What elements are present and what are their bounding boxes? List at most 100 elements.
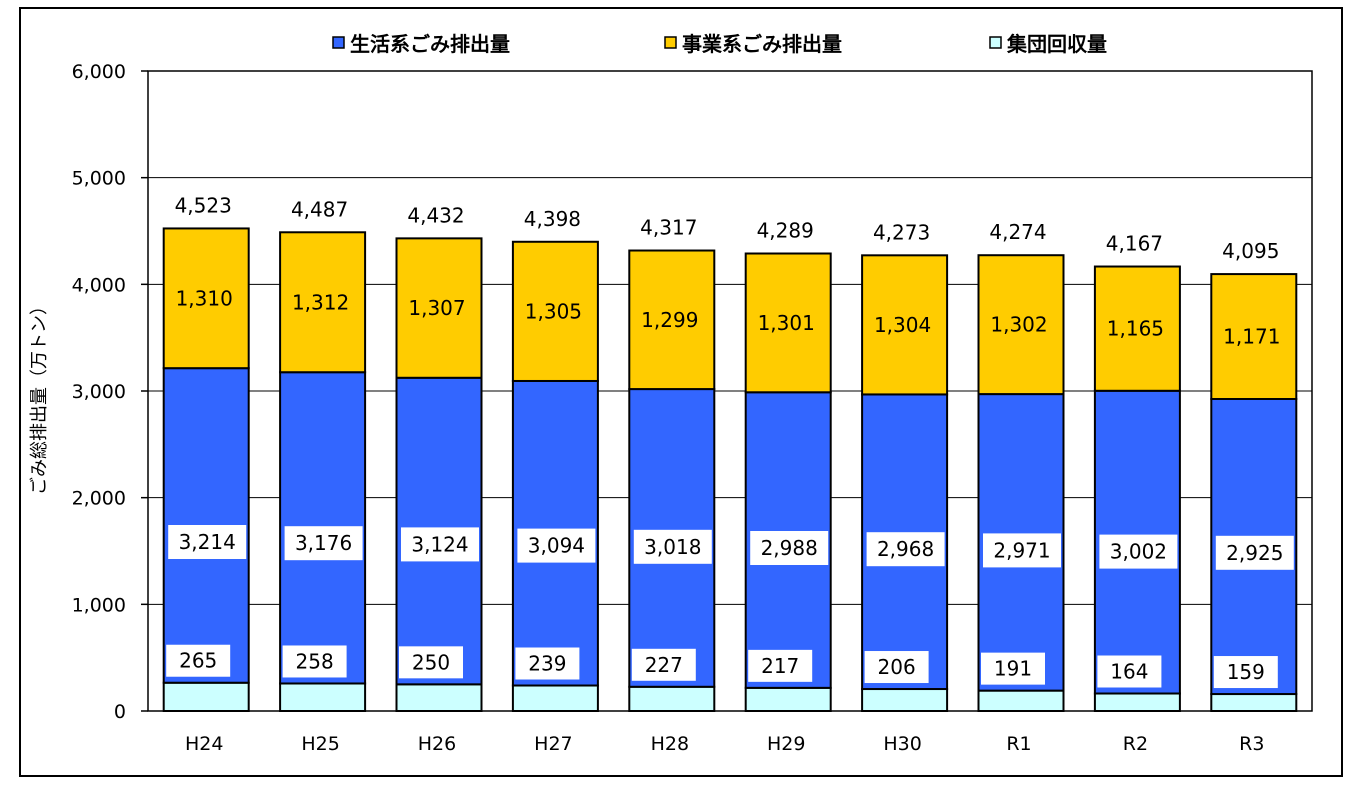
- data-label-total: 4,523: [175, 193, 232, 217]
- data-label-collection: 159: [1227, 660, 1265, 684]
- bar-segment-collection: [1210, 693, 1298, 712]
- data-label-collection: 164: [1110, 660, 1148, 684]
- y-tick-label: 5,000: [72, 168, 126, 190]
- data-label-collection: 250: [412, 650, 450, 674]
- data-label-collection: 227: [645, 653, 683, 677]
- data-label-household: 3,002: [1110, 540, 1167, 564]
- data-label-box: [750, 531, 829, 565]
- bar-segment-collection: [1093, 692, 1181, 712]
- data-label-box: [166, 644, 231, 677]
- data-label-collection: 258: [296, 649, 334, 673]
- data-label-business: 1,302: [990, 313, 1047, 337]
- data-label-total: 4,432: [407, 203, 464, 227]
- x-tick-label: H27: [534, 733, 572, 755]
- data-label-box: [631, 648, 696, 681]
- x-tick-label: H24: [185, 733, 223, 755]
- bar-segment-collection: [861, 688, 949, 713]
- x-tick-label: H28: [651, 733, 689, 755]
- bars: 265 3,214 1,310 4,523 258 3,176 1,312 4,487 250 3…: [162, 193, 1298, 713]
- bar-segment-business: [279, 231, 367, 374]
- bar-segment-collection: [744, 686, 832, 712]
- y-tick-label: 4,000: [72, 274, 126, 296]
- data-label-box: [1099, 534, 1178, 569]
- legend-label: 生活系ごみ排出量: [350, 32, 510, 56]
- data-label-household: 2,968: [877, 537, 934, 561]
- data-label-collection: 206: [878, 655, 916, 679]
- data-label-business: 1,299: [641, 308, 698, 332]
- data-label-total: 4,274: [989, 220, 1046, 244]
- bar-segment-collection: [977, 689, 1065, 712]
- data-label-business: 1,307: [408, 296, 465, 320]
- data-label-total: 4,398: [524, 207, 581, 231]
- x-tick-label: R2: [1123, 733, 1148, 755]
- data-label-household: 2,925: [1226, 541, 1283, 565]
- bar-segment-business: [395, 237, 483, 379]
- data-label-box: [517, 528, 596, 563]
- legend-swatch: [664, 36, 677, 49]
- legend-swatch: [989, 36, 1002, 49]
- data-label-box: [866, 532, 945, 567]
- bar-segment-collection: [162, 681, 250, 713]
- y-tick-label: 0: [114, 701, 126, 723]
- data-label-household: 3,018: [644, 535, 701, 559]
- data-label-box: [864, 651, 929, 684]
- data-label-business: 1,305: [525, 299, 582, 323]
- data-label-box: [168, 525, 247, 559]
- bar-segment-collection: [511, 684, 599, 712]
- data-label-box: [633, 529, 712, 564]
- bar-segment-business: [977, 254, 1065, 396]
- data-label-total: 4,317: [640, 216, 697, 240]
- data-label-total: 4,167: [1106, 232, 1163, 256]
- data-label-household: 3,214: [179, 530, 236, 554]
- x-tick-label: H26: [418, 733, 456, 755]
- data-label-business: 1,312: [292, 290, 349, 314]
- legend-swatch: [332, 36, 345, 49]
- y-axis-title: ごみ総排出量（万トン）: [29, 297, 50, 495]
- data-label-box: [1097, 655, 1162, 688]
- data-label-collection: 265: [179, 649, 217, 673]
- legend: 生活系ごみ排出量 事業系ごみ排出量 集団回収量: [332, 32, 1107, 56]
- data-label-business: 1,165: [1107, 317, 1164, 341]
- data-label-total: 4,487: [291, 197, 348, 221]
- data-label-household: 2,988: [761, 536, 818, 560]
- data-label-box: [748, 649, 813, 682]
- data-label-business: 1,171: [1223, 325, 1280, 349]
- x-tick-label: R3: [1239, 733, 1264, 755]
- data-label-box: [981, 652, 1045, 685]
- data-label-box: [399, 646, 463, 679]
- bar-segment-business: [162, 227, 250, 370]
- data-label-business: 1,304: [874, 313, 931, 337]
- bar-segment-collection: [628, 685, 716, 713]
- bar-segment-business: [744, 252, 832, 394]
- legend-label: 事業系ごみ排出量: [682, 32, 842, 56]
- y-tick-label: 3,000: [72, 381, 126, 403]
- data-label-household: 3,176: [295, 531, 352, 555]
- bar-segment-business: [861, 254, 949, 396]
- x-axis: H24 H25 H26 H27 H28 H29 H30 R1 R2 R3: [185, 733, 1264, 755]
- y-axis: 0 1,000 2,000 3,000 4,000 5,000 6,000: [72, 61, 148, 723]
- data-label-box: [1213, 656, 1278, 689]
- data-label-total: 4,273: [873, 220, 930, 244]
- bar-segment-business: [1210, 273, 1298, 400]
- y-tick-label: 6,000: [72, 61, 126, 83]
- x-tick-label: R1: [1006, 733, 1031, 755]
- data-label-collection: 191: [994, 657, 1032, 681]
- data-label-household: 2,971: [993, 538, 1050, 562]
- bar-segment-collection: [395, 683, 483, 712]
- data-label-box: [983, 533, 1061, 568]
- data-label-total: 4,095: [1222, 239, 1279, 263]
- x-tick-label: H30: [883, 733, 921, 755]
- bar-segment-collection: [279, 682, 367, 712]
- x-tick-label: H29: [767, 733, 805, 755]
- data-label-business: 1,310: [176, 286, 233, 310]
- data-label-collection: 217: [761, 654, 799, 678]
- data-label-box: [284, 526, 363, 561]
- data-label-box: [401, 527, 479, 562]
- bar-segment-business: [628, 249, 716, 391]
- y-tick-label: 1,000: [72, 594, 126, 616]
- data-label-business: 1,301: [758, 311, 815, 335]
- data-label-household: 3,124: [411, 532, 468, 556]
- data-label-household: 3,094: [528, 534, 585, 558]
- legend-label: 集団回収量: [1006, 32, 1107, 56]
- x-tick-label: H25: [301, 733, 339, 755]
